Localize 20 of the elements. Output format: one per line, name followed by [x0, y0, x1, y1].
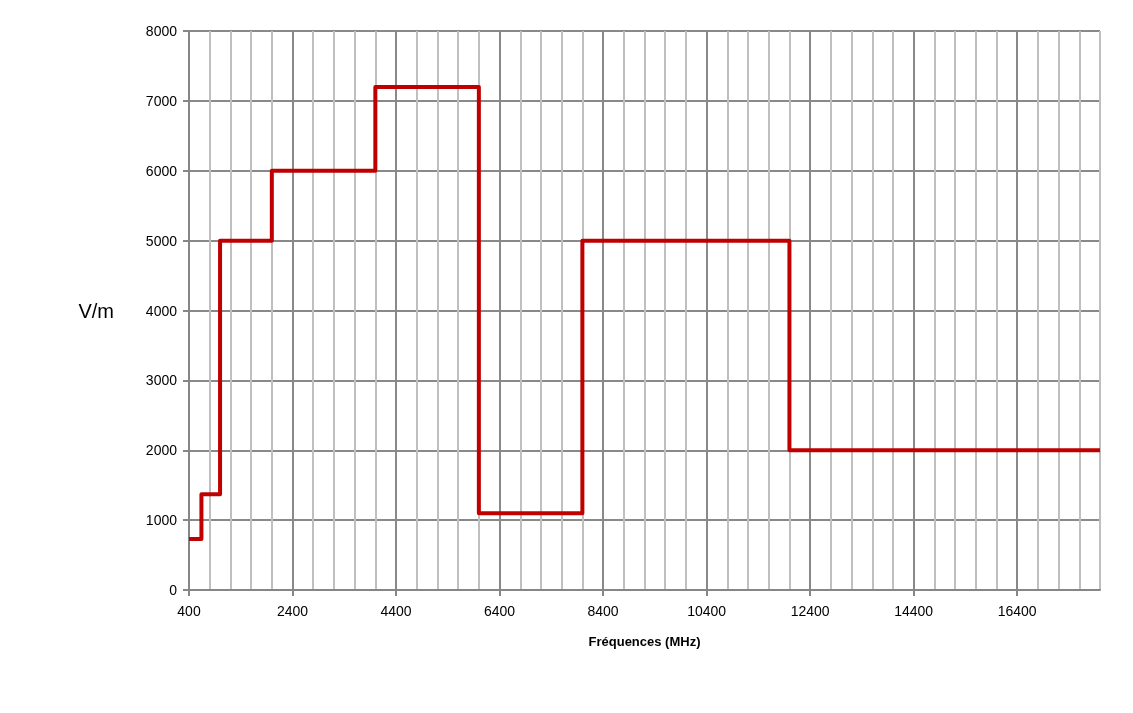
y-tick-label: 1000 — [145, 512, 178, 529]
y-tick-label: 8000 — [145, 23, 178, 39]
y-tick-label: 2000 — [145, 442, 178, 459]
y-tick-label: 3000 — [145, 372, 178, 389]
x-axis-title: Fréquences (MHz) — [588, 634, 701, 649]
x-tick-label: 12400 — [790, 603, 830, 619]
y-tick-label: 0 — [169, 582, 178, 598]
y-axis-title: V/m — [78, 299, 114, 322]
x-tick-label: 8400 — [587, 603, 619, 619]
x-tick-label: 4400 — [380, 603, 412, 619]
x-tick-label: 14400 — [894, 603, 934, 619]
x-tick-label: 2400 — [276, 603, 309, 619]
x-tick-label: 6400 — [483, 603, 516, 619]
x-tick-label: 16400 — [997, 603, 1037, 619]
y-tick-label: 7000 — [145, 92, 178, 109]
x-tick-label: 400 — [177, 603, 201, 619]
y-tick-label: 4000 — [145, 302, 178, 319]
x-tick-label: 10400 — [687, 603, 727, 619]
y-tick-label: 6000 — [145, 162, 178, 179]
y-tick-label: 5000 — [145, 232, 178, 249]
